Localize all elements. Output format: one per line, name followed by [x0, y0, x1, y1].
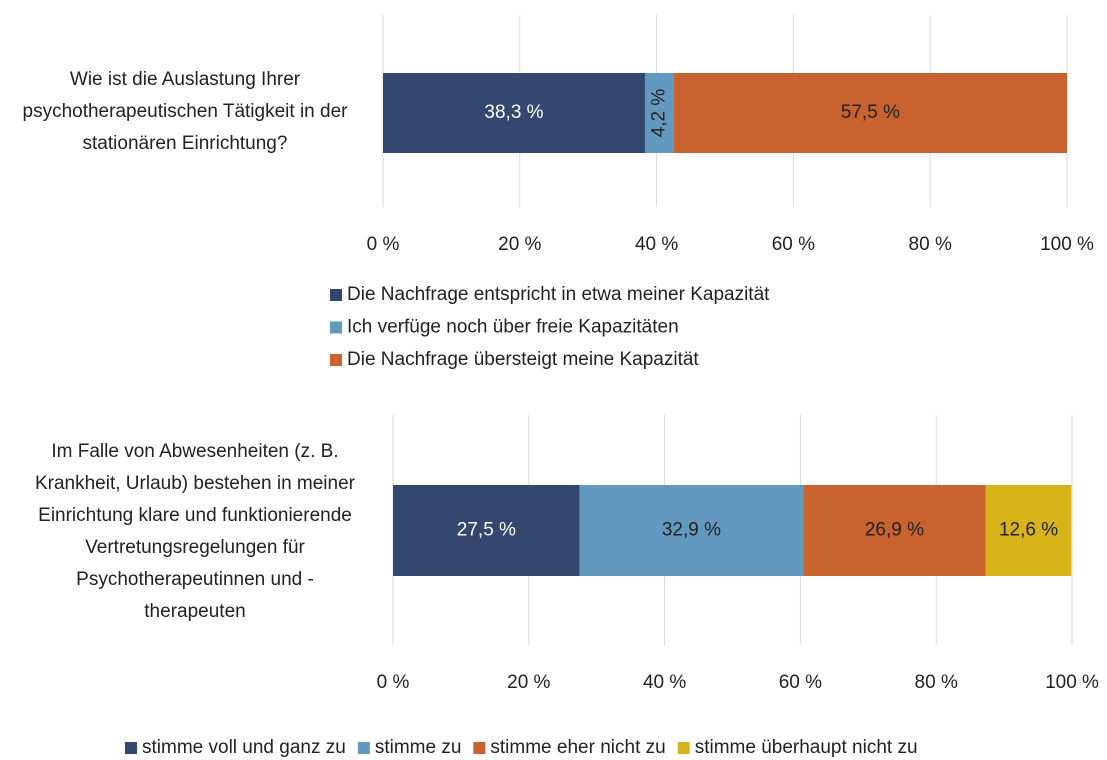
legend-label: stimme eher nicht zu: [490, 737, 665, 758]
legend-swatch: [330, 321, 342, 334]
x-tick-label: 100 %: [1040, 234, 1094, 255]
x-tick-label: 60 %: [772, 234, 815, 255]
data-label: 26,9 %: [865, 520, 924, 541]
category-label: Im Falle von Abwesenheiten (z. B. Krankh…: [34, 441, 355, 622]
data-label: 27,5 %: [457, 520, 516, 541]
bar-segment: [579, 485, 804, 576]
x-tick-label: 80 %: [909, 234, 952, 255]
data-label: 32,9 %: [662, 520, 721, 541]
bar-segment: [383, 73, 645, 153]
data-label: 38,3 %: [484, 102, 543, 123]
legend-label: Ich verfüge noch über freie Kapazitäten: [347, 317, 679, 338]
legend-swatch: [330, 354, 342, 366]
legend-label: stimme überhaupt nicht zu: [695, 737, 918, 758]
data-label: 12,6 %: [999, 520, 1058, 541]
bar-segment: [985, 485, 1072, 576]
category-label: Wie ist die Auslastung Ihrer psychothera…: [22, 69, 348, 154]
legend-label: Die Nachfrage übersteigt meine Kapazität: [347, 349, 699, 370]
data-label: 57,5 %: [841, 102, 900, 123]
x-tick-label: 100 %: [1045, 672, 1099, 693]
legend-label: stimme zu: [375, 737, 462, 758]
x-tick-label: 0 %: [377, 672, 410, 693]
category-label-box: Im Falle von Abwesenheiten (z. B. Krankh…: [34, 441, 355, 622]
bar-segment: [673, 73, 1067, 153]
legend-label: Die Nachfrage entspricht in etwa meiner …: [347, 284, 770, 305]
x-tick-label: 20 %: [507, 672, 550, 693]
legend-swatch: [330, 289, 342, 301]
x-tick-label: 60 %: [779, 672, 822, 693]
legend-label: stimme voll und ganz zu: [142, 737, 346, 758]
x-tick-label: 80 %: [915, 672, 958, 693]
legend-swatch: [473, 742, 486, 754]
x-tick-label: 40 %: [643, 672, 686, 693]
bar-segment: [803, 485, 986, 576]
bar-segment: [393, 485, 580, 576]
legend-swatch: [125, 742, 137, 754]
legend-swatch: [677, 742, 690, 754]
data-label: 4,2 %: [648, 89, 669, 138]
x-tick-label: 40 %: [635, 234, 678, 255]
bar-segment: [644, 73, 674, 153]
x-tick-label: 20 %: [498, 234, 541, 255]
legend-swatch: [357, 742, 370, 754]
category-label-box: Wie ist die Auslastung Ihrer psychothera…: [22, 69, 348, 154]
x-tick-label: 0 %: [367, 234, 400, 255]
